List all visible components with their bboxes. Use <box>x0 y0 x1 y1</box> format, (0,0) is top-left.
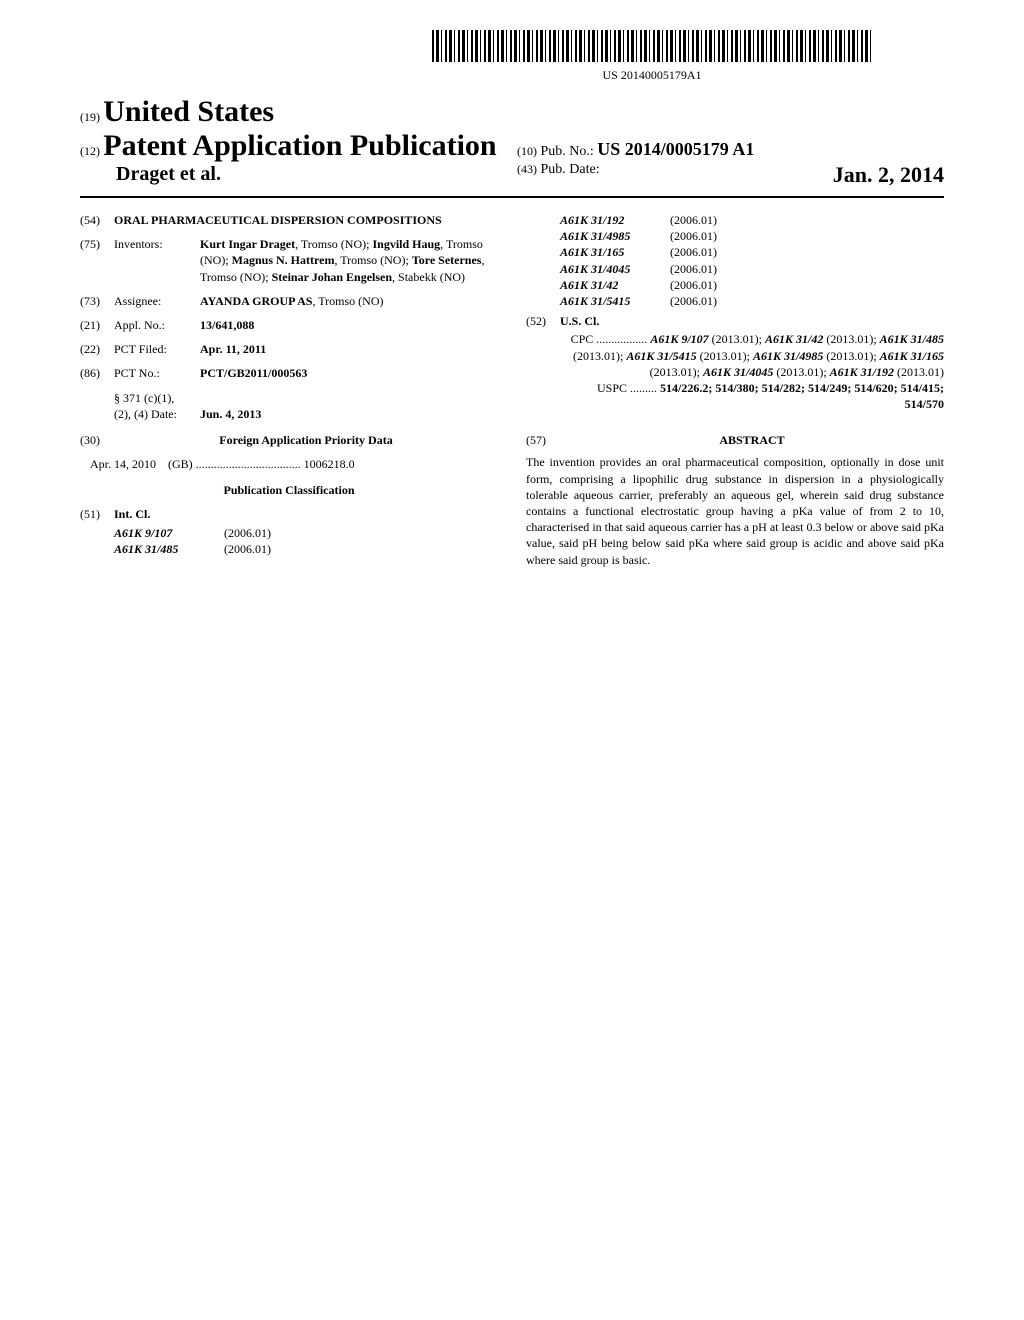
s371-date: Jun. 4, 2013 <box>200 406 498 422</box>
header-divider <box>80 196 944 198</box>
cpc-sep: (2013.01); <box>773 365 829 379</box>
pctno-label: PCT No.: <box>114 365 200 381</box>
filed-label: PCT Filed: <box>114 341 200 357</box>
inventor-name: Magnus N. Hattrem <box>232 253 335 267</box>
publication-classification-heading: Publication Classification <box>80 482 498 498</box>
applno-code: (21) <box>80 317 114 333</box>
foreign-date: Apr. 14, 2010 <box>90 457 156 471</box>
inventors-code: (75) <box>80 236 114 285</box>
publication-number: US 2014/0005179 A1 <box>597 139 754 159</box>
cpc-sep: (2013.01); <box>697 349 753 363</box>
cpc-code: A61K 31/485 <box>880 332 944 346</box>
inventors-list: Kurt Ingar Draget, Tromso (NO); Ingvild … <box>200 236 498 285</box>
invention-title: ORAL PHARMACEUTICAL DISPERSION COMPOSITI… <box>114 212 498 228</box>
cpc-code: A61K 31/192 <box>830 365 894 379</box>
assignee-label: Assignee: <box>114 293 200 309</box>
publication-date: Jan. 2, 2014 <box>833 162 944 188</box>
cpc-sep: (2013.01); <box>823 332 879 346</box>
intcl-version: (2006.01) <box>670 261 717 277</box>
cpc-sep: (2013.01); <box>650 365 703 379</box>
foreign-dots: ................................... <box>196 457 304 471</box>
intcl-version: (2006.01) <box>670 212 717 228</box>
intcl-version: (2006.01) <box>670 293 717 309</box>
inventor-loc: , Tromso (NO); <box>295 237 372 251</box>
pubno-label: Pub. No.: <box>541 144 594 159</box>
foreign-app-number: 1006218.0 <box>304 457 355 471</box>
cpc-code: A61K 31/165 <box>880 349 944 363</box>
title-code: (54) <box>80 212 114 228</box>
inventor-name: Ingvild Haug <box>372 237 440 251</box>
intcl-version: (2006.01) <box>670 228 717 244</box>
uspc-codes: 514/226.2; 514/380; 514/282; 514/249; 51… <box>660 381 944 411</box>
uscl-code: (52) <box>526 313 560 329</box>
inventor-loc: , Tromso (NO); <box>334 253 411 267</box>
foreign-priority-heading: Foreign Application Priority Data <box>114 432 498 448</box>
applno-label: Appl. No.: <box>114 317 200 333</box>
inventor-name: Tore Seternes <box>412 253 482 267</box>
cpc-sep: (2013.01) <box>894 365 944 379</box>
intcl-version: (2006.01) <box>224 525 271 541</box>
pubno-code: (10) <box>517 144 537 158</box>
cpc-code: A61K 31/4045 <box>703 365 773 379</box>
cpc-code: A61K 9/107 <box>650 332 708 346</box>
s371-label: § 371 (c)(1), (2), (4) Date: <box>114 390 200 422</box>
country-name: United States <box>103 95 274 128</box>
intcl-code-item: A61K 31/485 <box>114 541 224 557</box>
intcl-code-item: A61K 31/4985 <box>560 228 670 244</box>
intcl-code-item: A61K 31/42 <box>560 277 670 293</box>
pct-filed-date: Apr. 11, 2011 <box>200 341 498 357</box>
left-column: (54) ORAL PHARMACEUTICAL DISPERSION COMP… <box>80 212 498 568</box>
intcl-code-item: A61K 31/165 <box>560 244 670 260</box>
body-columns: (54) ORAL PHARMACEUTICAL DISPERSION COMP… <box>80 212 944 568</box>
intcl-version: (2006.01) <box>670 277 717 293</box>
intcl-code: (51) <box>80 506 114 522</box>
author-line: Draget et al. <box>116 163 507 186</box>
intcl-code-item: A61K 31/5415 <box>560 293 670 309</box>
assignee-loc: , Tromso (NO) <box>312 294 383 308</box>
cpc-sep: (2013.01); <box>709 332 765 346</box>
cpc-sep: (2013.01); <box>573 349 626 363</box>
intcl-code-item: A61K 31/192 <box>560 212 670 228</box>
kind-code: (12) <box>80 144 100 158</box>
assignee-name: AYANDA GROUP AS <box>200 294 312 308</box>
inventor-loc: , Stabekk (NO) <box>392 270 465 284</box>
barcode-graphic <box>432 30 872 62</box>
cpc-code: A61K 31/4985 <box>753 349 823 363</box>
foreign-country: (GB) <box>168 457 193 471</box>
header: (19) United States (12) Patent Applicati… <box>80 95 944 188</box>
intcl-code-item: A61K 31/4045 <box>560 261 670 277</box>
pctno-code: (86) <box>80 365 114 381</box>
intcl-code-item: A61K 9/107 <box>114 525 224 541</box>
intcl-version: (2006.01) <box>670 244 717 260</box>
application-number: 13/641,088 <box>200 317 498 333</box>
pubdate-code: (43) <box>517 162 537 176</box>
foreign-code: (30) <box>80 432 114 448</box>
assignee-code: (73) <box>80 293 114 309</box>
filed-code: (22) <box>80 341 114 357</box>
cpc-sep: (2013.01); <box>823 349 879 363</box>
inventors-label: Inventors: <box>114 236 200 285</box>
cpc-code: A61K 31/42 <box>765 332 823 346</box>
barcode-block: US 20140005179A1 <box>360 30 944 83</box>
uspc-prefix: USPC ......... <box>597 381 660 395</box>
inventor-name: Steinar Johan Engelsen <box>272 270 392 284</box>
barcode-number: US 20140005179A1 <box>360 68 944 83</box>
uscl-label: U.S. Cl. <box>560 313 944 329</box>
country-code: (19) <box>80 110 100 124</box>
publication-kind: Patent Application Publication <box>103 129 496 162</box>
abstract-heading: ABSTRACT <box>560 432 944 448</box>
cpc-code: A61K 31/5415 <box>626 349 696 363</box>
intcl-label: Int. Cl. <box>114 506 498 522</box>
pct-number: PCT/GB2011/000563 <box>200 365 498 381</box>
inventor-name: Kurt Ingar Draget <box>200 237 295 251</box>
abstract-code: (57) <box>526 432 560 454</box>
abstract-text: The invention provides an oral pharmaceu… <box>526 454 944 567</box>
intcl-version: (2006.01) <box>224 541 271 557</box>
cpc-prefix: CPC ................. <box>571 332 651 346</box>
right-column: A61K 31/192(2006.01) A61K 31/4985(2006.0… <box>526 212 944 568</box>
pubdate-label: Pub. Date: <box>541 162 600 177</box>
